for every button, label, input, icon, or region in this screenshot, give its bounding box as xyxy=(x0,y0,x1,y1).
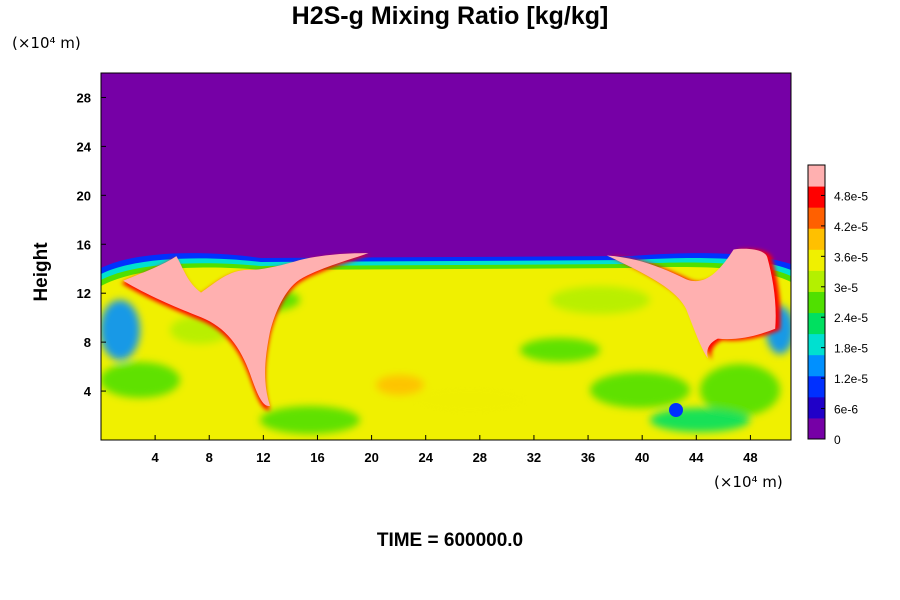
colorbar-frame xyxy=(807,164,826,440)
colorbar-swatch xyxy=(808,270,825,292)
x-tick-label: 8 xyxy=(206,450,213,465)
x-tick-label: 32 xyxy=(527,450,541,465)
x-tick-label: 16 xyxy=(310,450,324,465)
colorbar-tick-label: 2.4e-5 xyxy=(834,311,868,325)
time-label: TIME = 600000.0 xyxy=(376,530,524,551)
y-tick-label: 24 xyxy=(77,139,92,154)
x-tick-label: 4 xyxy=(152,450,160,465)
colorbar-swatch xyxy=(808,312,825,335)
chart-title: H2S-g Mixing Ratio [kg/kg] xyxy=(291,2,609,30)
y-tick-label: 4 xyxy=(84,384,92,399)
x-tick-label: 48 xyxy=(743,450,757,465)
x-axis: 4 8 12 16 20 24 28 32 36 40 44 48 xyxy=(152,435,758,465)
colorbar-swatch xyxy=(808,207,825,229)
colorbar-tick-label: 6e-6 xyxy=(834,403,858,417)
y-axis: 4 8 12 16 20 24 28 xyxy=(77,90,106,399)
colorbar-swatch xyxy=(808,333,825,356)
x-tick-label: 44 xyxy=(689,450,704,465)
colorbar-tick-label: 3.6e-5 xyxy=(834,250,868,264)
colorbar-swatch xyxy=(808,291,825,314)
colorbar-swatch xyxy=(808,354,825,377)
colorbar-swatch xyxy=(808,417,825,440)
colorbar-tick-label: 3e-5 xyxy=(834,281,858,295)
colorbar-tick-label: 4.2e-5 xyxy=(834,220,868,234)
y-axis-unit: (×10⁴ m) xyxy=(12,34,81,52)
right-plume-core xyxy=(606,248,776,359)
y-tick-label: 8 xyxy=(84,335,91,350)
colorbar-swatch xyxy=(808,165,825,187)
colorbar-tick-label: 1.2e-5 xyxy=(834,372,868,386)
plot-area xyxy=(101,73,791,440)
left-plume-core xyxy=(123,253,369,407)
colorbar-swatch xyxy=(808,375,825,398)
colorbar-swatch xyxy=(808,249,825,271)
colorbar-swatch xyxy=(808,228,825,250)
y-tick-label: 28 xyxy=(77,90,91,105)
lower-layer-texture xyxy=(101,286,791,434)
colorbar-tick-label: 4.8e-5 xyxy=(834,189,868,203)
colorbar-swatch xyxy=(808,396,825,419)
y-tick-label: 16 xyxy=(77,237,91,252)
x-tick-label: 24 xyxy=(418,450,433,465)
x-tick-label: 36 xyxy=(581,450,595,465)
y-tick-label: 12 xyxy=(77,286,91,301)
x-tick-label: 28 xyxy=(473,450,487,465)
colorbar: 0 6e-6 1.2e-5 1.8e-5 2.4e-5 3e-5 3.6e-5 4.2e-5 4… xyxy=(807,164,868,447)
x-axis-unit: (×10⁴ m) xyxy=(714,473,783,491)
colorbar-swatch xyxy=(808,186,825,208)
x-tick-label: 20 xyxy=(364,450,378,465)
colorbar-tick-label: 0 xyxy=(834,433,841,447)
vortex-spot xyxy=(669,403,683,417)
y-tick-label: 20 xyxy=(77,188,91,203)
x-tick-label: 40 xyxy=(635,450,649,465)
colorbar-tick-label: 1.8e-5 xyxy=(834,342,868,356)
high-concentration-plumes xyxy=(121,248,781,411)
plot-frame xyxy=(100,72,792,441)
x-tick-label: 12 xyxy=(256,450,270,465)
